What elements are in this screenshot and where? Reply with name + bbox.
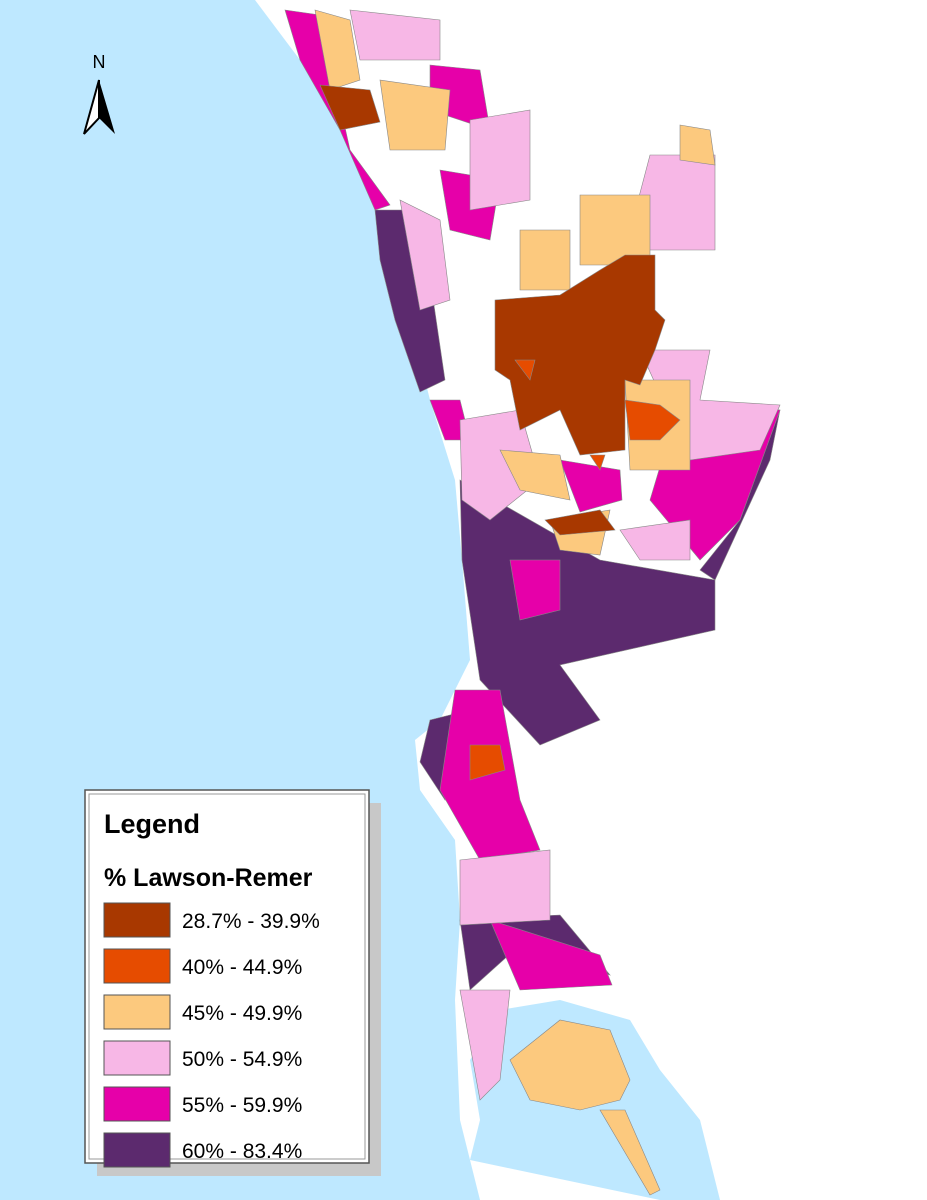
legend-inner (88, 793, 366, 1160)
legend-swatch (103, 902, 171, 938)
legend-label: 28.7% - 39.9% (182, 910, 320, 933)
region (469, 744, 506, 781)
legend-label: 45% - 49.9% (182, 1002, 302, 1025)
region (459, 849, 551, 926)
region (509, 1019, 631, 1111)
region (459, 989, 511, 1101)
region (469, 109, 531, 211)
legend-title: Legend (104, 809, 200, 839)
regions (284, 9, 781, 1196)
legend-label: 50% - 54.9% (182, 1048, 302, 1071)
region (624, 399, 681, 441)
region (679, 124, 716, 166)
region (544, 509, 616, 536)
region (399, 199, 451, 311)
legend-subtitle: % Lawson-Remer (104, 864, 313, 892)
north-label: N (93, 52, 106, 72)
legend-label: 60% - 83.4% (182, 1140, 302, 1163)
region (599, 1109, 661, 1196)
region (459, 479, 716, 746)
region (489, 919, 613, 991)
region (379, 79, 451, 151)
region (579, 194, 651, 266)
region (319, 84, 381, 131)
legend-label: 40% - 44.9% (182, 956, 302, 979)
region (459, 409, 541, 521)
legend-label: 55% - 59.9% (182, 1094, 302, 1117)
region (509, 559, 561, 621)
region (494, 254, 666, 456)
legend-swatch (103, 994, 171, 1030)
region (589, 454, 606, 471)
region (499, 449, 571, 501)
region (439, 689, 541, 861)
legend-swatch (103, 1040, 171, 1076)
legend: Legend % Lawson-Remer 28.7% - 39.9% 40% -… (84, 789, 381, 1176)
region (314, 9, 361, 91)
region (514, 359, 536, 381)
legend-swatch (103, 948, 171, 984)
legend-swatch (103, 1132, 171, 1168)
region (349, 9, 441, 61)
legend-swatch (103, 1086, 171, 1122)
north-arrow: N (83, 52, 115, 135)
region (699, 409, 781, 581)
legend-items: 28.7% - 39.9% 40% - 44.9% 45% - 49.9% 50% -… (103, 902, 320, 1168)
region (519, 229, 571, 291)
arrow-right (99, 80, 115, 134)
region (619, 519, 691, 561)
